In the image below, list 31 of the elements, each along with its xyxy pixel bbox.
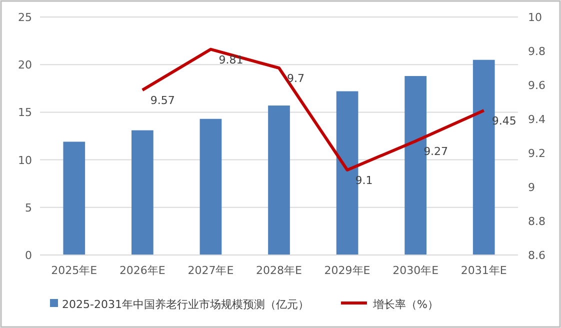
y-tick-label: 5 [25, 201, 32, 214]
data-label: 9.81 [218, 53, 244, 66]
y2-tick-label: 9 [528, 181, 535, 194]
y2-tick-label: 9.4 [528, 113, 546, 126]
x-tick-label: 2029年E [324, 264, 370, 277]
legend-label: 2025-2031年中国养老行业市场规模预测（亿元） [62, 298, 309, 311]
data-label: 9.57 [150, 94, 175, 108]
bar [132, 130, 154, 255]
x-tick-label: 2025年E [51, 264, 98, 277]
bar [268, 106, 290, 255]
y-tick-label: 20 [18, 58, 32, 72]
y-tick-label: 10 [18, 154, 32, 167]
y2-tick-label: 9.8 [528, 45, 546, 58]
x-tick-label: 2031年E [460, 264, 507, 277]
bar [63, 142, 86, 255]
data-label: 9.7 [287, 72, 304, 85]
y-tick-label: 0 [25, 249, 32, 262]
bar [200, 118, 222, 255]
x-tick-label: 2027年E [188, 264, 234, 277]
y2-tick-label: 8.6 [528, 249, 546, 262]
x-tick-label: 2030年E [392, 264, 439, 277]
y2-tick-label: 8.8 [528, 215, 546, 228]
x-tick-label: 2026年E [119, 264, 166, 277]
y2-tick-label: 9.6 [528, 79, 546, 92]
y2-tick-label: 10 [528, 11, 542, 24]
x-tick-label: 2028年E [256, 264, 302, 277]
line-series [140, 48, 486, 172]
y-tick-label: 25 [18, 11, 32, 24]
y2-tick-label: 9.2 [528, 147, 546, 160]
y-tick-label: 15 [18, 106, 32, 120]
legend-label: 增长率（%） [372, 298, 438, 311]
